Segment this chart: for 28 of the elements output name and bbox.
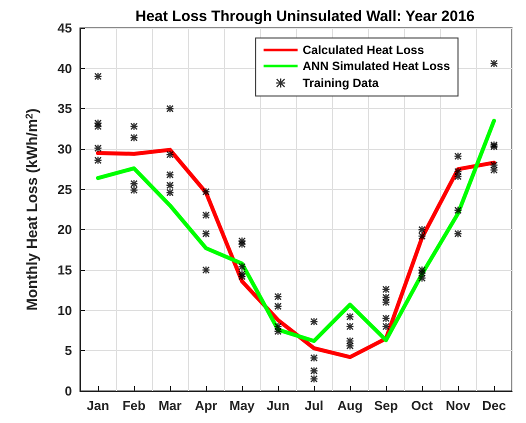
x-tick-label: Jun bbox=[266, 398, 290, 413]
y-tick-label: 40 bbox=[58, 60, 72, 76]
y-tick-label: 5 bbox=[64, 343, 72, 358]
x-tick-label: Dec bbox=[482, 398, 506, 413]
x-tick-label: Nov bbox=[446, 398, 472, 413]
legend-label: Training Data bbox=[302, 76, 379, 90]
x-tick-label: Jan bbox=[86, 398, 110, 413]
legend-label: Calculated Heat Loss bbox=[302, 43, 424, 57]
x-tick-label: Sep bbox=[374, 398, 398, 413]
x-tick-label: Apr bbox=[194, 398, 218, 413]
line-series bbox=[96, 118, 496, 343]
y-tick-label: 30 bbox=[58, 142, 72, 156]
x-tick-label: May bbox=[229, 398, 256, 413]
y-tick-label: 20 bbox=[58, 222, 72, 238]
chart-title: Heat Loss Through Uninsulated Wall: Year 2016 bbox=[135, 8, 475, 25]
x-tick-label: Mar bbox=[158, 398, 182, 413]
y-tick-label: 10 bbox=[58, 302, 72, 318]
y-tick-label: 35 bbox=[58, 101, 72, 116]
y-tick-label: 15 bbox=[58, 262, 72, 278]
y-axis-title: Monthly Heat Loss (kWh/m2) bbox=[24, 108, 41, 311]
legend-label: ANN Simulated Heat Loss bbox=[302, 59, 450, 73]
x-tick-label: Oct bbox=[411, 398, 434, 413]
x-tick-label: Jul bbox=[304, 398, 324, 413]
y-tick-label: 0 bbox=[64, 384, 72, 398]
x-tick-label: Feb bbox=[122, 398, 146, 413]
y-tick-label: 45 bbox=[58, 20, 72, 36]
x-tick-label: Aug bbox=[337, 398, 363, 413]
y-tick-label: 25 bbox=[58, 182, 72, 197]
